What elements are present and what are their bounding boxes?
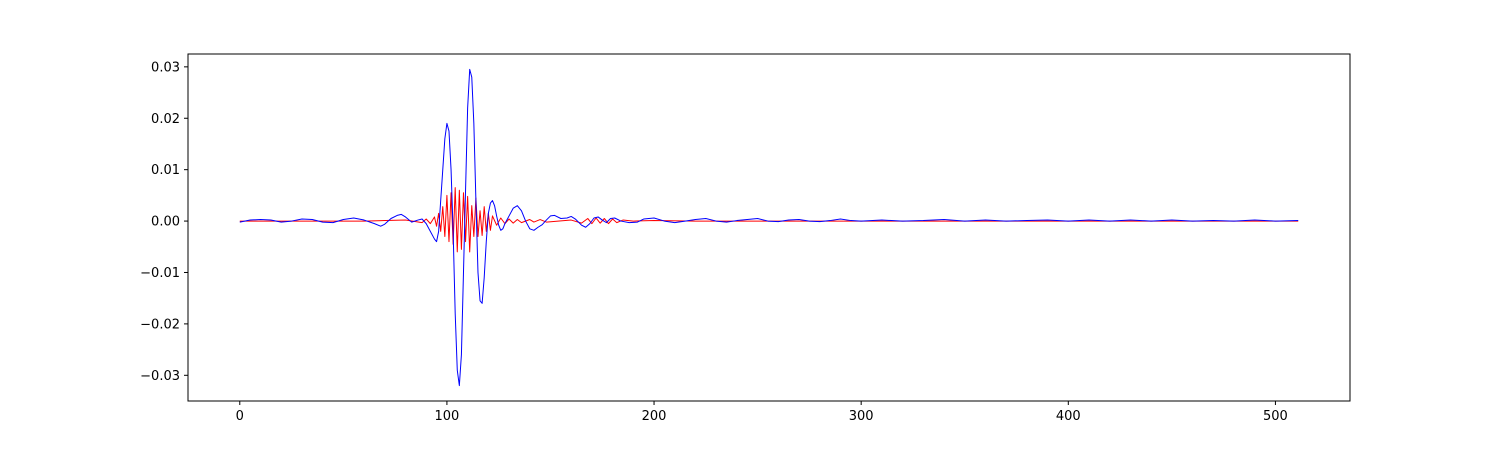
y-tick-label: 0.01: [151, 163, 180, 178]
plot-area: [188, 54, 1350, 401]
x-tick-label: 300: [849, 409, 874, 424]
y-tick-label: 0.03: [151, 60, 180, 75]
y-tick-label: −0.03: [140, 369, 180, 384]
x-tick-label: 100: [434, 409, 459, 424]
x-tick-label: 500: [1263, 409, 1288, 424]
y-tick-label: 0.00: [151, 215, 180, 230]
x-tick-label: 400: [1056, 409, 1081, 424]
plot-frame: [187, 53, 1351, 402]
series-layer: [239, 68, 1299, 387]
y-axis: −0.03 −0.02 −0.01 0.00 0.01 0.02 0.03: [140, 60, 188, 384]
y-tick-label: −0.02: [140, 317, 180, 332]
x-axis: 0 100 200 300 400 500: [236, 401, 1288, 424]
y-tick-label: 0.02: [151, 112, 180, 127]
x-tick-label: 200: [642, 409, 667, 424]
x-tick-label: 0: [236, 409, 244, 424]
y-tick-label: −0.01: [140, 266, 180, 281]
series-line-2: [239, 68, 1299, 387]
series-line-1: [239, 187, 1299, 253]
